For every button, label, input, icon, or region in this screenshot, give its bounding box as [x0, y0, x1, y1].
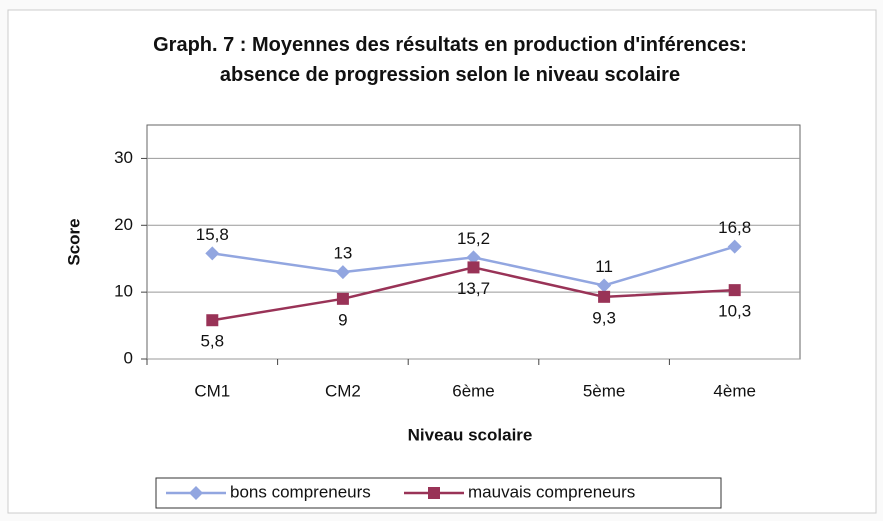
y-axis-label: Score	[64, 218, 83, 265]
y-tick-label: 20	[114, 215, 133, 234]
y-tick-label: 30	[114, 148, 133, 167]
plot-area	[146, 124, 801, 360]
data-point	[206, 314, 219, 327]
data-point	[598, 290, 611, 303]
legend-marker	[189, 486, 203, 500]
data-label: 13	[333, 244, 352, 263]
legend-label: bons compreneurs	[230, 482, 371, 501]
data-label: 16,8	[718, 218, 751, 237]
data-point	[336, 292, 349, 305]
data-point	[597, 278, 612, 293]
legend-label: mauvais compreneurs	[468, 482, 635, 501]
data-point	[728, 284, 741, 297]
x-tick-label: 6ème	[452, 381, 495, 400]
y-tick-label: 0	[124, 348, 133, 367]
data-point	[335, 265, 350, 280]
data-point	[205, 246, 220, 261]
x-tick-label: 5ème	[583, 381, 626, 400]
data-point	[727, 239, 742, 254]
data-label: 15,2	[457, 229, 490, 248]
data-label: 10,3	[718, 302, 751, 321]
data-point	[466, 250, 481, 265]
data-label: 11	[595, 257, 613, 276]
x-axis-label: Niveau scolaire	[408, 425, 533, 444]
data-point	[467, 261, 480, 274]
data-label: 5,8	[200, 332, 224, 351]
chart-title: Graph. 7 : Moyennes des résultats en pro…	[153, 34, 747, 86]
legend-marker	[428, 487, 440, 499]
data-label: 9,3	[592, 308, 616, 327]
data-label: 15,8	[196, 225, 229, 244]
y-tick-label: 10	[114, 282, 133, 301]
x-tick-label: CM2	[325, 381, 361, 400]
data-label: 13,7	[457, 279, 490, 298]
data-label: 9	[338, 310, 347, 329]
x-tick-label: CM1	[194, 381, 230, 400]
x-tick-label: 4ème	[713, 381, 756, 400]
